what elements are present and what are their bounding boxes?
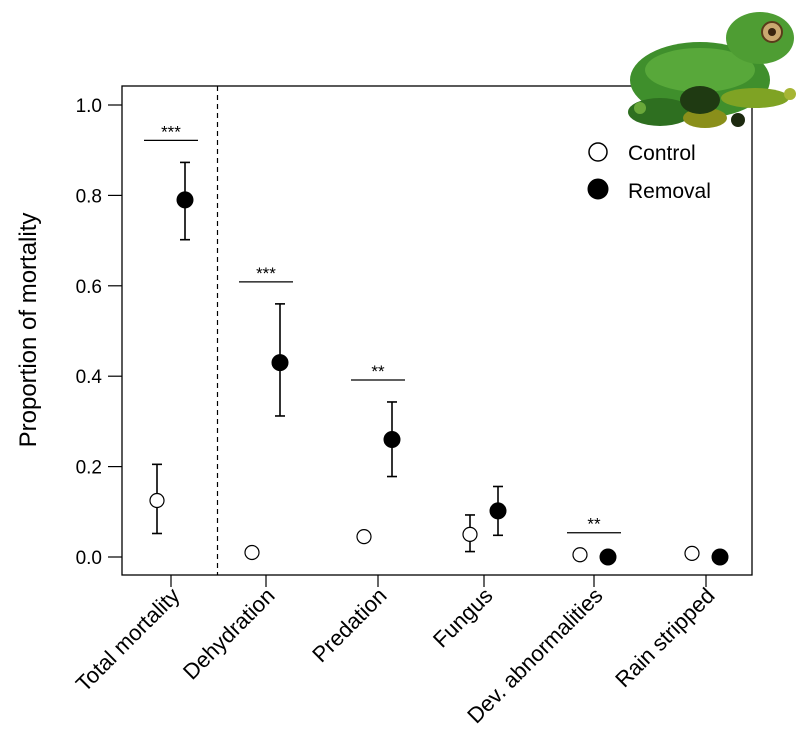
axis-layer: 0.0 0.2 0.4 0.6 0.8 1.0 Total mortalityDehydra… <box>71 96 720 728</box>
legend-removal-label: Removal <box>628 180 711 203</box>
legend-control-marker <box>588 142 608 162</box>
y-tick-label: 1.0 <box>76 96 102 117</box>
legend: Control Removal <box>587 142 711 203</box>
data-layer: ********** <box>144 122 729 566</box>
removal-point <box>383 430 401 448</box>
significance-label: ** <box>587 515 601 534</box>
tree-frog-image <box>628 12 796 128</box>
plot-frame-layer <box>121 85 753 576</box>
control-point <box>684 545 700 561</box>
x-tick-label: Fungus <box>428 583 498 653</box>
removal-point <box>176 191 194 209</box>
y-tick-label: 0.6 <box>76 277 102 298</box>
y-tick-label: 0.0 <box>76 548 102 569</box>
x-tick-label: Total mortality <box>71 583 185 697</box>
plot-border <box>121 85 753 576</box>
significance-label: ** <box>371 362 385 381</box>
removal-point <box>599 548 617 566</box>
removal-point <box>271 354 289 372</box>
control-point <box>356 529 372 545</box>
y-tick-label: 0.2 <box>76 458 102 479</box>
x-tick-label: Dehydration <box>178 583 280 685</box>
control-point <box>572 547 588 563</box>
legend-removal-marker <box>587 178 609 200</box>
control-point <box>149 492 165 509</box>
removal-point <box>489 502 507 520</box>
significance-label: *** <box>161 122 181 141</box>
y-tick-label: 0.4 <box>76 367 103 388</box>
control-point <box>244 544 260 561</box>
y-axis-label: Proportion of mortality <box>15 213 42 448</box>
removal-point <box>711 548 729 566</box>
x-tick-label: Rain stripped <box>610 583 719 692</box>
y-tick-label: 0.8 <box>76 186 102 207</box>
significance-label: *** <box>256 264 276 283</box>
x-tick-label: Predation <box>307 583 391 667</box>
control-point <box>462 526 478 543</box>
legend-control-label: Control <box>628 142 696 165</box>
